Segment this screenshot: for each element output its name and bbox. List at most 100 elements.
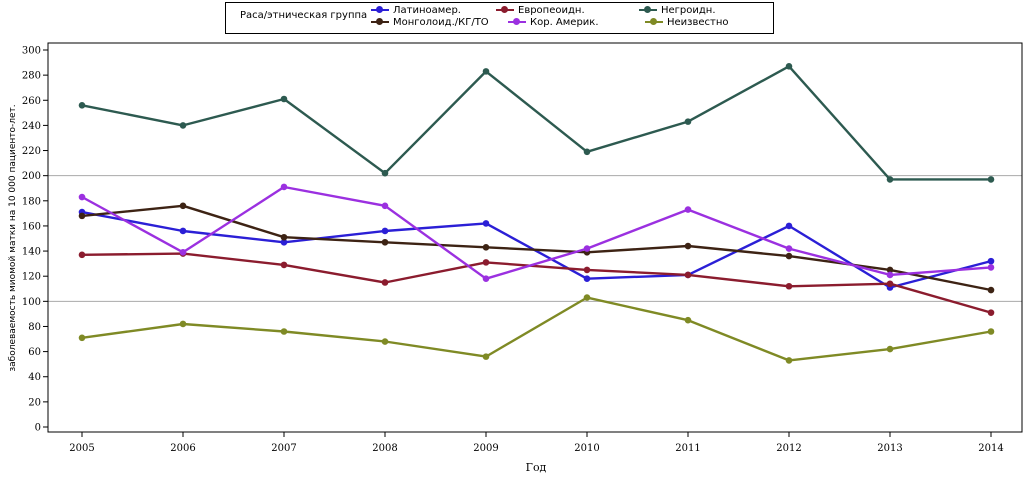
data-point	[280, 328, 288, 335]
data-point	[280, 238, 288, 246]
data-point	[886, 345, 894, 353]
x-tick-label: 2005	[69, 443, 94, 454]
y-tick-label: 220	[22, 146, 41, 157]
series-3	[78, 250, 995, 316]
data-point	[381, 338, 389, 345]
y-tick-label: 60	[28, 347, 41, 358]
data-point	[684, 206, 692, 213]
data-point	[886, 271, 894, 279]
data-point	[785, 63, 793, 70]
x-tick-label: 2010	[574, 443, 599, 454]
data-point	[482, 275, 490, 283]
data-point	[482, 68, 490, 75]
data-point	[179, 249, 187, 256]
legend-swatch-icon	[639, 6, 657, 14]
data-point	[381, 279, 389, 286]
data-point	[684, 316, 692, 324]
x-tick-label: 2014	[978, 443, 1003, 454]
data-point	[482, 243, 490, 251]
legend-label: Неизвестно	[667, 17, 729, 28]
y-tick-label: 80	[28, 322, 41, 333]
series-line	[81, 210, 992, 289]
x-tick-label: 2007	[271, 443, 296, 454]
data-point	[280, 233, 288, 241]
data-point	[482, 259, 490, 266]
y-tick-label: 120	[22, 272, 41, 283]
legend-swatch-icon	[371, 18, 389, 26]
legend-item: Кор. Америк.	[508, 17, 599, 28]
data-point	[684, 271, 692, 279]
data-point	[987, 309, 995, 316]
data-point	[381, 227, 389, 235]
series-line	[81, 65, 991, 181]
data-point	[179, 320, 187, 328]
data-point	[179, 122, 187, 129]
data-point	[78, 334, 86, 342]
y-tick-label: 140	[22, 247, 41, 258]
data-point	[987, 286, 995, 294]
series-line	[81, 204, 992, 292]
x-tick-label: 2006	[170, 443, 195, 454]
data-point	[280, 183, 288, 191]
y-tick-label: 40	[28, 372, 41, 383]
legend-swatch-icon	[645, 18, 663, 26]
legend-item: Неизвестно	[645, 17, 729, 28]
y-tick-label: 300	[22, 46, 41, 57]
legend-label: Негроидн.	[661, 5, 716, 16]
data-point	[583, 266, 591, 274]
data-point	[482, 220, 490, 227]
data-point	[78, 212, 86, 220]
data-point	[987, 176, 995, 183]
x-axis-title: Год	[526, 461, 547, 474]
legend-label: Европеоидн.	[518, 5, 585, 16]
series-line	[81, 296, 992, 362]
data-point	[785, 357, 793, 364]
y-tick-label: 160	[22, 221, 41, 232]
y-tick-label: 240	[22, 121, 41, 132]
series-5	[78, 63, 995, 183]
legend: Раса/этническая группа Латиноамер. Монгол…	[225, 2, 774, 34]
series-line	[81, 252, 992, 314]
data-point	[886, 176, 894, 183]
data-point	[179, 227, 187, 235]
y-tick-label: 0	[35, 423, 41, 434]
x-tick-label: 2013	[877, 443, 902, 454]
data-point	[583, 245, 591, 252]
legend-swatch-icon	[508, 18, 526, 26]
data-point	[684, 118, 692, 125]
data-point	[381, 169, 389, 177]
y-tick-label: 260	[22, 96, 41, 107]
legend-item: Монголоид./КГ/ТО	[371, 17, 489, 28]
data-point	[785, 245, 793, 252]
x-tick-label: 2008	[372, 443, 397, 454]
series-6	[78, 294, 995, 364]
series-2	[78, 202, 995, 294]
y-axis-title: заболеваемость миомой матки на 10 000 па…	[8, 104, 18, 371]
legend-item: Негроидн.	[639, 5, 716, 16]
y-tick-label: 100	[22, 297, 41, 308]
legend-label: Кор. Америк.	[530, 17, 599, 28]
y-tick-label: 200	[22, 171, 41, 182]
x-tick-label: 2012	[776, 443, 801, 454]
legend-item: Латиноамер.	[371, 5, 461, 16]
data-point	[280, 95, 288, 103]
data-point	[381, 202, 389, 210]
data-point	[785, 282, 793, 290]
data-point	[482, 353, 490, 360]
plot-area-frame	[47, 42, 1023, 433]
data-point	[684, 242, 692, 250]
legend-title: Раса/этническая группа	[240, 10, 368, 21]
legend-swatch-icon	[371, 6, 389, 14]
x-tick-label: 2011	[675, 443, 700, 454]
series-4	[78, 183, 995, 283]
data-point	[179, 202, 187, 210]
y-tick-label: 20	[28, 397, 41, 408]
y-axis: 0 20 40 60 80 100 120 140 160 180 200 220 240 260 280 3…	[22, 46, 48, 434]
y-tick-label: 180	[22, 196, 41, 207]
data-point	[886, 280, 894, 288]
data-point	[381, 238, 389, 246]
y-tick-label: 280	[22, 71, 41, 82]
data-point	[987, 257, 995, 265]
x-tick-label: 2009	[473, 443, 498, 454]
data-point	[886, 266, 894, 274]
